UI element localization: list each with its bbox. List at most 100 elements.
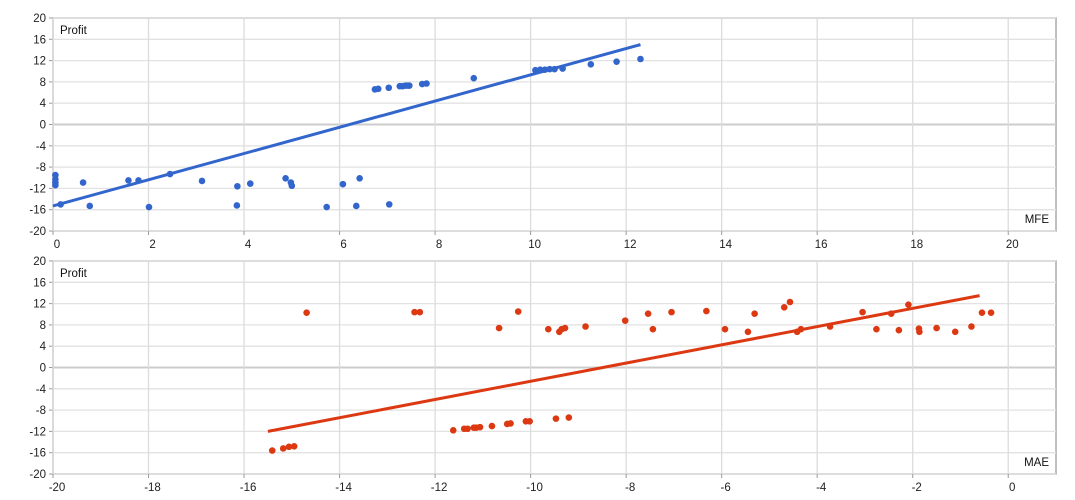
data-point [411, 308, 418, 316]
data-point [352, 202, 360, 210]
data-point [561, 324, 569, 332]
data-point [356, 174, 363, 182]
y-tick-label: -4 [36, 384, 47, 396]
x-tick-label: 6 [340, 239, 346, 251]
data-point [507, 420, 514, 427]
y-tick-label: -20 [29, 469, 46, 481]
data-point [721, 325, 729, 333]
y-tick-label: 12 [33, 299, 46, 311]
data-point [234, 182, 241, 190]
y-tick-label: 12 [33, 56, 46, 68]
y-axis-label: Profit [60, 25, 88, 37]
data-point [541, 66, 549, 73]
data-point [859, 308, 866, 316]
data-point [290, 443, 298, 450]
data-point [951, 328, 959, 336]
data-point [621, 317, 629, 324]
y-tick-label: 20 [33, 13, 46, 25]
data-point [744, 328, 752, 336]
x-tick-label: 14 [719, 239, 732, 251]
data-point [268, 447, 276, 454]
data-point [905, 301, 912, 308]
data-point [532, 66, 539, 74]
x-tick-label: -10 [526, 482, 543, 494]
data-point [613, 58, 620, 65]
data-point [52, 181, 59, 189]
x-tick-label: -14 [335, 482, 352, 494]
y-tick-label: -16 [29, 448, 46, 460]
y-tick-label: 0 [40, 120, 46, 132]
data-point [526, 417, 533, 425]
x-tick-label: -18 [144, 482, 161, 494]
data-point [786, 298, 794, 306]
data-point [86, 202, 94, 210]
data-point [649, 325, 657, 333]
data-point [565, 414, 573, 421]
x-tick-label: 8 [436, 239, 442, 251]
data-point [339, 180, 347, 188]
data-point [323, 203, 330, 211]
x-tick-label: 16 [815, 239, 828, 251]
data-point [385, 84, 393, 92]
y-tick-label: -4 [36, 141, 47, 153]
x-tick-label: 4 [245, 239, 252, 251]
data-point [488, 422, 496, 430]
y-tick-label: 4 [40, 98, 47, 110]
data-point [873, 325, 880, 333]
mfe-profit-chart: Profit MFE 20 16 12 8 4 0 -4 -8 -12 -16 -20 0 2 4 6 8 10… [29, 13, 1057, 251]
data-point [198, 177, 206, 185]
y-tick-label: 16 [33, 34, 46, 46]
data-point [551, 65, 558, 73]
data-point [559, 65, 566, 72]
data-point [916, 328, 923, 336]
x-tick-label: -12 [431, 482, 448, 494]
data-point [637, 55, 644, 63]
data-point [587, 61, 595, 68]
data-point [125, 177, 132, 184]
y-tick-label: -8 [36, 405, 46, 417]
data-point [987, 309, 995, 316]
x-axis-label: MAE [1024, 457, 1049, 469]
data-point [514, 308, 522, 315]
data-point [826, 323, 834, 330]
data-point [582, 323, 589, 330]
data-point [246, 180, 254, 187]
data-point [288, 182, 296, 190]
x-axis-label: MFE [1025, 214, 1050, 226]
x-tick-label: -8 [625, 482, 635, 494]
x-tick-label: 12 [624, 239, 637, 251]
y-tick-label: -12 [29, 426, 46, 438]
x-tick-label: 18 [910, 239, 923, 251]
data-point [303, 309, 310, 316]
x-tick-label: 10 [528, 239, 541, 251]
y-tick-label: -16 [29, 205, 46, 217]
x-tick-label: 2 [149, 239, 155, 251]
x-tick-label: -4 [816, 482, 827, 494]
data-point [780, 304, 788, 311]
x-tick-label: -2 [912, 482, 922, 494]
data-point [476, 423, 484, 431]
data-point [279, 445, 287, 452]
data-point [895, 326, 903, 334]
data-point [135, 177, 142, 184]
data-point [233, 202, 241, 209]
y-tick-label: -12 [29, 183, 46, 195]
data-point [546, 65, 554, 73]
data-point [374, 85, 382, 93]
x-tick-label: 0 [1009, 482, 1015, 494]
x-tick-label: 0 [54, 239, 60, 251]
data-point [552, 415, 560, 422]
x-tick-label: 20 [1006, 239, 1019, 251]
data-point [464, 425, 471, 433]
data-point [166, 170, 174, 178]
data-point [644, 310, 652, 318]
data-point [79, 179, 87, 186]
data-point [57, 201, 64, 208]
data-point [978, 309, 986, 316]
data-point [751, 310, 758, 318]
data-point [887, 310, 895, 318]
data-point [406, 82, 413, 89]
data-point [385, 201, 393, 208]
data-point [544, 325, 552, 333]
y-tick-label: 20 [33, 256, 46, 268]
